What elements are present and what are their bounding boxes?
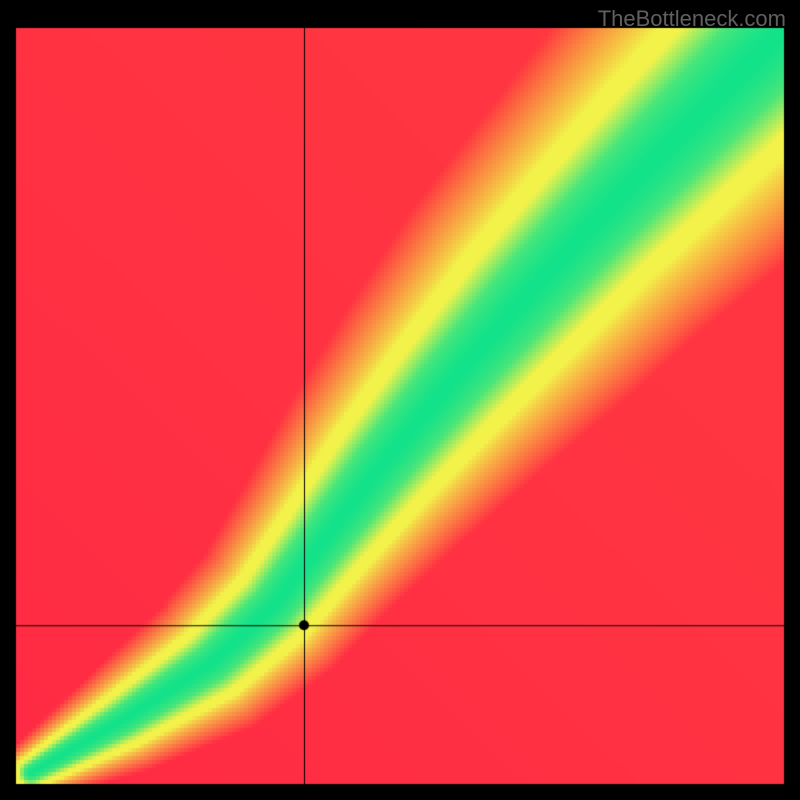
chart-container: TheBottleneck.com <box>0 0 800 800</box>
bottleneck-heatmap <box>0 0 800 800</box>
watermark-text: TheBottleneck.com <box>598 6 786 32</box>
